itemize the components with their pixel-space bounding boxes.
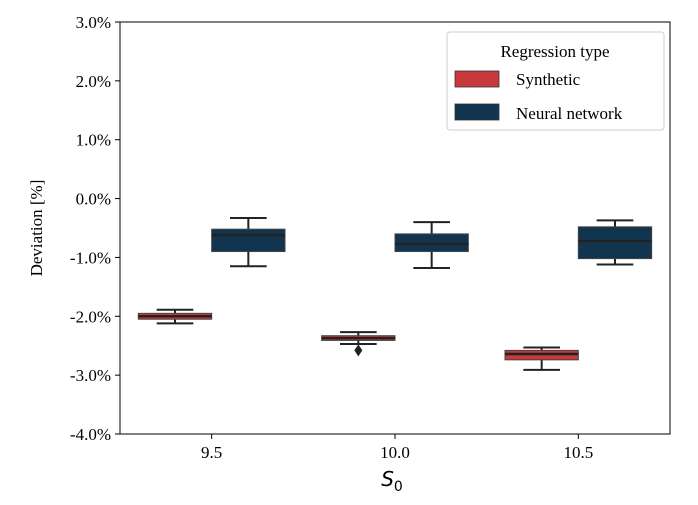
legend-frame: [446, 31, 665, 131]
box-synthetic-9.5: [137, 308, 213, 325]
box-synthetic-10.5: [504, 346, 579, 371]
x-axis: 9.5 10.0 10.5: [201, 434, 593, 462]
box-neural-network-9.5: [211, 216, 286, 268]
y-tick-label: -2.0%: [70, 307, 111, 326]
legend-label-synthetic: Synthetic: [516, 70, 581, 89]
legend-label-neural-network: Neural network: [516, 104, 623, 123]
x-tick-label: 10.0: [380, 443, 410, 462]
y-axis-label: Deviation [%]: [27, 180, 46, 277]
box-body: [577, 226, 653, 260]
y-tick-label: 3.0%: [76, 13, 111, 32]
box-neural-network-10.0: [394, 221, 469, 270]
outlier-point: [354, 344, 363, 357]
box-body: [211, 228, 286, 253]
y-tick-label: -3.0%: [70, 366, 111, 385]
box-neural-network-10.5: [577, 219, 653, 266]
legend-swatch-synthetic: [454, 70, 500, 88]
y-tick-label: -1.0%: [70, 248, 111, 267]
x-tick-label: 10.5: [563, 443, 593, 462]
y-tick-label: 1.0%: [76, 131, 111, 150]
y-tick-label: 0.0%: [76, 190, 111, 209]
plot-marks: [137, 216, 653, 371]
legend: Regression type Synthetic Neural network: [446, 31, 665, 131]
x-axis-label: S0: [381, 467, 403, 495]
y-tick-label: 2.0%: [76, 72, 111, 91]
x-tick-label: 9.5: [201, 443, 222, 462]
legend-swatch-neural-network: [454, 103, 500, 121]
y-axis: -4.0% -3.0% -2.0% -1.0% 0.0% 1.0% 2.0% 3.0%: [70, 13, 120, 444]
y-tick-label: -4.0%: [70, 425, 111, 444]
legend-title: Regression type: [500, 42, 609, 61]
box-synthetic-10.0: [321, 331, 396, 357]
